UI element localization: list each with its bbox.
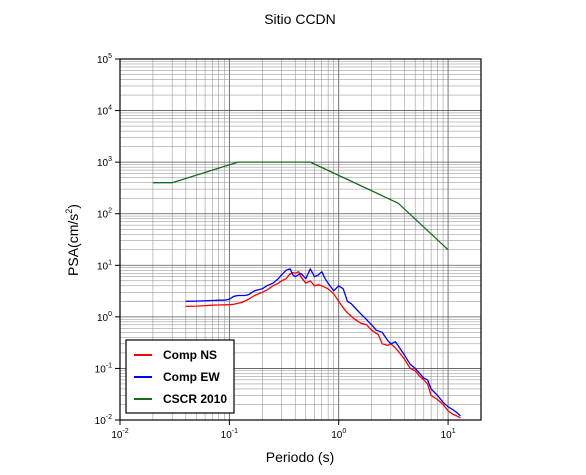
series-line-comp-ew [185, 268, 461, 417]
x-axis-label: Periodo (s) [266, 449, 334, 465]
y-axis-label-close: ) [65, 204, 81, 209]
y-axis-label-superscript: 2 [64, 209, 74, 214]
legend-label-cscr-2010: CSCR 2010 [163, 392, 227, 406]
chart-title: Sitio CCDN [264, 11, 336, 27]
y-tick-label: 101 [97, 259, 112, 272]
y-tick-label: 10-2 [95, 414, 112, 427]
y-tick-label: 105 [97, 53, 112, 66]
y-axis-label-main: PSA(cm/s [65, 214, 81, 276]
x-tick-label: 10-1 [221, 428, 238, 441]
series-lines [152, 161, 461, 419]
x-tick-label: 101 [441, 428, 456, 441]
y-tick-label: 103 [97, 156, 112, 169]
y-tick-label: 104 [97, 105, 112, 118]
y-tick-label: 10-1 [95, 362, 112, 375]
legend: Comp NS Comp EW CSCR 2010 [125, 339, 235, 414]
series-line-cscr-2010 [152, 161, 449, 251]
legend-label-comp-ns: Comp NS [163, 348, 217, 362]
axis-ticks: 10-2 10-1 100 101 10-2 10-1 100 101 102 103 104 105 [95, 53, 456, 441]
x-tick-label: 10-2 [111, 428, 128, 441]
x-tick-label: 100 [331, 428, 346, 441]
legend-label-comp-ew: Comp EW [163, 370, 220, 384]
y-tick-label: 102 [97, 208, 112, 221]
y-tick-label: 100 [97, 311, 112, 324]
plot-frame [119, 58, 482, 421]
y-axis-label: PSA(cm/s2) [64, 204, 81, 276]
series-line-comp-ns [185, 271, 461, 419]
